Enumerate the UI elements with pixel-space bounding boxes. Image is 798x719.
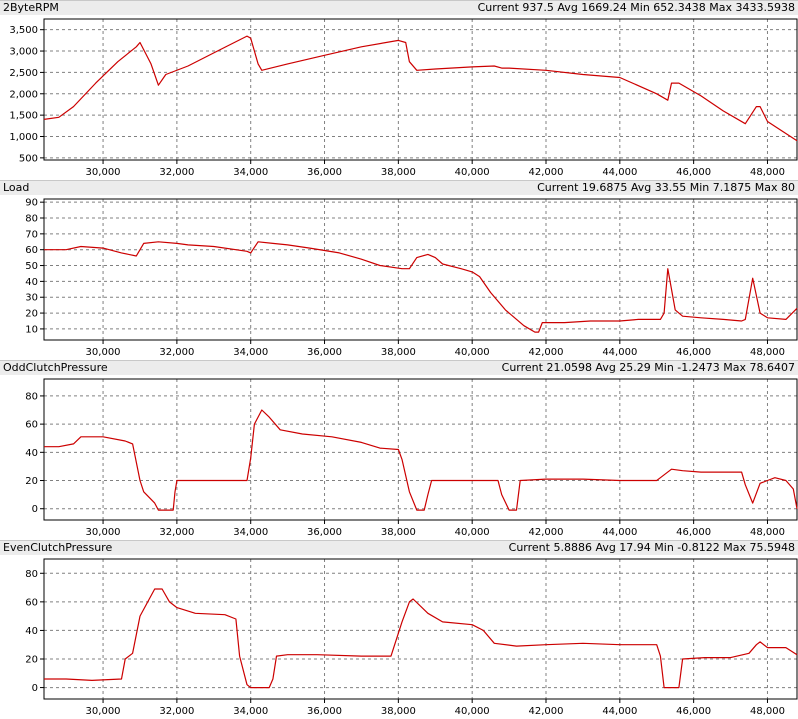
x-tick-label: 44,000 bbox=[602, 527, 637, 538]
x-tick-label: 48,000 bbox=[750, 527, 785, 538]
x-tick-label: 40,000 bbox=[455, 706, 490, 717]
x-tick-label: 38,000 bbox=[381, 706, 416, 717]
chart-rpm: 30,000 32,000 34,000 36,000 38,000 40,000 42,0… bbox=[9, 18, 798, 178]
series-line bbox=[44, 588, 798, 689]
y-tick-label: 10 bbox=[25, 324, 38, 335]
plot-frame bbox=[43, 18, 798, 161]
chart-panel-odd-clutch: OddClutchPressure Current 21.0598 Avg 25… bbox=[0, 360, 798, 540]
y-tick-label: 70 bbox=[25, 229, 38, 240]
panel-title-bar: Load Current 19.6875 Avg 33.55 Min 7.187… bbox=[0, 180, 798, 195]
panel-stats: Current 19.6875 Avg 33.55 Min 7.1875 Max… bbox=[537, 181, 795, 194]
x-tick-label: 44,000 bbox=[602, 706, 637, 717]
x-tick-label: 36,000 bbox=[307, 347, 342, 358]
x-tick-label: 48,000 bbox=[750, 706, 785, 717]
x-tick-label: 30,000 bbox=[86, 167, 121, 178]
y-tick-label: 2,500 bbox=[9, 68, 38, 79]
x-tick-label: 46,000 bbox=[676, 706, 711, 717]
x-tick-label: 34,000 bbox=[233, 527, 268, 538]
y-tick-label: 60 bbox=[25, 420, 38, 431]
y-tick-label: 30 bbox=[25, 293, 38, 304]
x-tick-label: 34,000 bbox=[233, 167, 268, 178]
y-tick-label: 50 bbox=[25, 261, 38, 272]
chart-odd-clutch-pressure: 30,000 32,000 34,000 36,000 38,000 40,000 42,0… bbox=[25, 378, 798, 538]
x-tick-label: 42,000 bbox=[529, 706, 564, 717]
chart-panel-load: Load Current 19.6875 Avg 33.55 Min 7.187… bbox=[0, 180, 798, 360]
y-tick-label: 40 bbox=[25, 277, 38, 288]
x-tick-label: 42,000 bbox=[529, 167, 564, 178]
x-tick-label: 36,000 bbox=[307, 527, 342, 538]
y-tick-label: 1,000 bbox=[9, 132, 38, 143]
panel-title: Load bbox=[3, 181, 30, 194]
y-tick-label: 80 bbox=[25, 214, 38, 225]
series-line bbox=[43, 35, 798, 142]
y-tick-label: 20 bbox=[25, 309, 38, 320]
panel-title-bar: OddClutchPressure Current 21.0598 Avg 25… bbox=[0, 360, 798, 375]
x-tick-label: 34,000 bbox=[233, 706, 268, 717]
y-tick-label: 0 bbox=[32, 683, 38, 694]
y-tick-label: 80 bbox=[25, 391, 38, 402]
panel-title: OddClutchPressure bbox=[3, 361, 108, 374]
y-tick-label: 90 bbox=[25, 198, 38, 209]
panel-title-bar: 2ByteRPM Current 937.5 Avg 1669.24 Min 6… bbox=[0, 0, 798, 15]
y-tick-label: 40 bbox=[25, 626, 38, 637]
x-tick-label: 38,000 bbox=[381, 347, 416, 358]
y-tick-label: 60 bbox=[25, 597, 38, 608]
x-tick-label: 44,000 bbox=[602, 167, 637, 178]
y-tick-label: 500 bbox=[19, 153, 38, 164]
panel-title-bar: EvenClutchPressure Current 5.8886 Avg 17… bbox=[0, 540, 798, 555]
x-tick-label: 36,000 bbox=[307, 706, 342, 717]
series-line bbox=[44, 409, 798, 511]
chart-panel-rpm: 2ByteRPM Current 937.5 Avg 1669.24 Min 6… bbox=[0, 0, 798, 180]
x-tick-label: 40,000 bbox=[455, 167, 490, 178]
x-tick-label: 46,000 bbox=[676, 347, 711, 358]
chart-even-clutch-pressure: 30,000 32,000 34,000 36,000 38,000 40,000 42,0… bbox=[25, 558, 798, 717]
plot-frame bbox=[43, 558, 798, 700]
plot-frame bbox=[43, 378, 798, 521]
panel-stats: Current 21.0598 Avg 25.29 Min -1.2473 Ma… bbox=[501, 361, 795, 374]
x-tick-label: 30,000 bbox=[86, 706, 121, 717]
x-tick-label: 38,000 bbox=[381, 167, 416, 178]
x-tick-label: 34,000 bbox=[233, 347, 268, 358]
plot-frame bbox=[43, 198, 798, 341]
y-tick-label: 20 bbox=[25, 655, 38, 666]
y-tick-label: 40 bbox=[25, 448, 38, 459]
series-line bbox=[44, 241, 798, 333]
chart-load: 30,000 32,000 34,000 36,000 38,000 40,000 42,0… bbox=[25, 198, 798, 358]
x-tick-label: 40,000 bbox=[455, 527, 490, 538]
x-tick-label: 40,000 bbox=[455, 347, 490, 358]
x-tick-label: 32,000 bbox=[159, 527, 194, 538]
y-tick-label: 2,000 bbox=[9, 89, 38, 100]
x-tick-label: 36,000 bbox=[307, 167, 342, 178]
x-tick-label: 42,000 bbox=[529, 347, 564, 358]
x-tick-label: 46,000 bbox=[676, 167, 711, 178]
x-tick-label: 32,000 bbox=[159, 167, 194, 178]
x-tick-label: 30,000 bbox=[86, 347, 121, 358]
x-tick-label: 48,000 bbox=[750, 167, 785, 178]
y-tick-label: 1,500 bbox=[9, 111, 38, 122]
x-tick-label: 46,000 bbox=[676, 527, 711, 538]
x-tick-label: 32,000 bbox=[159, 706, 194, 717]
y-tick-label: 20 bbox=[25, 476, 38, 487]
y-tick-label: 60 bbox=[25, 245, 38, 256]
panel-stats: Current 5.8886 Avg 17.94 Min -0.8122 Max… bbox=[508, 541, 795, 554]
y-tick-label: 80 bbox=[25, 569, 38, 580]
y-tick-label: 0 bbox=[32, 504, 38, 515]
x-tick-label: 32,000 bbox=[159, 347, 194, 358]
x-tick-label: 48,000 bbox=[750, 347, 785, 358]
panel-stats: Current 937.5 Avg 1669.24 Min 652.3438 M… bbox=[477, 1, 795, 14]
x-tick-label: 30,000 bbox=[86, 527, 121, 538]
chart-panel-even-clutch: EvenClutchPressure Current 5.8886 Avg 17… bbox=[0, 540, 798, 719]
y-tick-label: 3,000 bbox=[9, 47, 38, 58]
x-tick-label: 38,000 bbox=[381, 527, 416, 538]
panel-title: EvenClutchPressure bbox=[3, 541, 113, 554]
y-tick-label: 3,500 bbox=[9, 25, 38, 36]
x-tick-label: 42,000 bbox=[529, 527, 564, 538]
x-tick-label: 44,000 bbox=[602, 347, 637, 358]
panel-title: 2ByteRPM bbox=[3, 1, 59, 14]
